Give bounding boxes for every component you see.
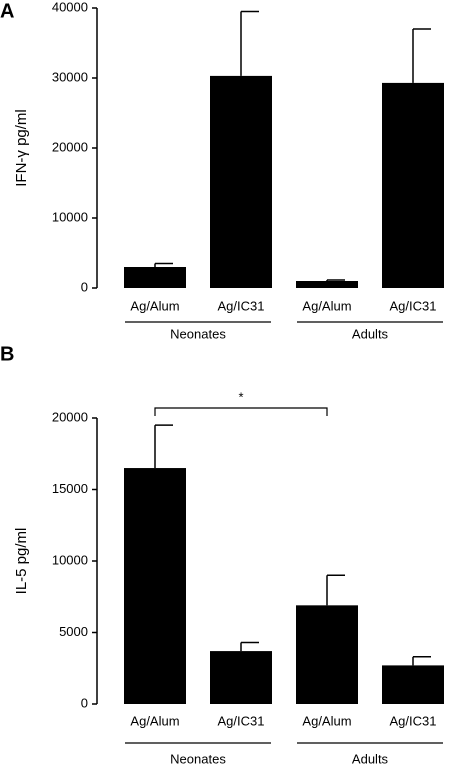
- y-axis-label: IFN-γ pg/ml: [13, 109, 30, 187]
- y-tick-label: 10000: [52, 209, 88, 224]
- bar: [382, 665, 444, 704]
- group-label: Neonates: [170, 326, 226, 341]
- bar: [296, 605, 358, 704]
- y-tick-label: 10000: [52, 552, 88, 567]
- panel-label: A: [0, 0, 14, 22]
- bar: [210, 75, 272, 289]
- x-tick-label: Ag/IC31: [390, 298, 437, 313]
- panel-label: B: [0, 343, 14, 365]
- y-tick-label: 20000: [52, 409, 88, 424]
- y-tick-label: 20000: [52, 139, 88, 154]
- y-tick-label: 0: [81, 279, 88, 294]
- group-label: Adults: [352, 751, 389, 766]
- x-tick-label: Ag/IC31: [218, 713, 265, 728]
- x-tick-label: Ag/Alum: [302, 298, 351, 313]
- y-axis-label: IL-5 pg/ml: [13, 528, 30, 595]
- y-tick-label: 5000: [59, 624, 88, 639]
- x-tick-label: Ag/IC31: [390, 713, 437, 728]
- group-label: Neonates: [170, 751, 226, 766]
- x-tick-label: Ag/Alum: [302, 713, 351, 728]
- y-tick-label: 40000: [52, 0, 88, 14]
- y-tick-label: 30000: [52, 69, 88, 84]
- y-tick-label: 0: [81, 695, 88, 710]
- x-tick-label: Ag/Alum: [130, 298, 179, 313]
- x-tick-label: Ag/Alum: [130, 713, 179, 728]
- bar: [210, 651, 272, 704]
- x-tick-label: Ag/IC31: [218, 298, 265, 313]
- significance-label: *: [238, 389, 243, 404]
- bar: [124, 468, 186, 704]
- bar: [382, 82, 444, 289]
- y-tick-label: 15000: [52, 481, 88, 496]
- group-label: Adults: [352, 326, 389, 341]
- bar: [296, 281, 358, 288]
- significance-bracket: [154, 407, 328, 416]
- bar: [124, 267, 186, 288]
